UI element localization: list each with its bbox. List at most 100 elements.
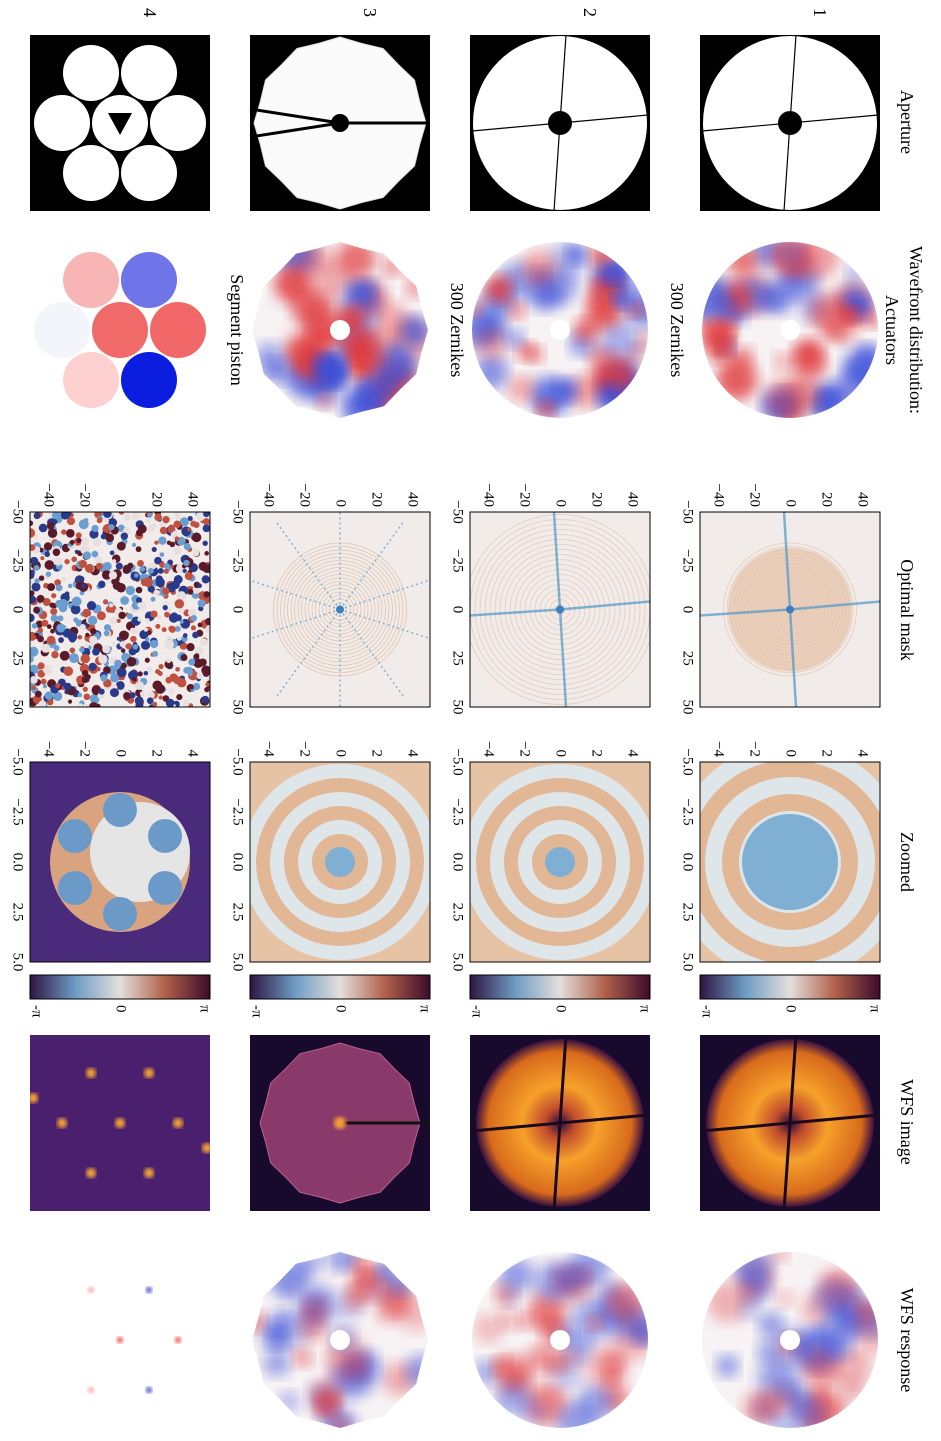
column-title: Wavefront distribution:: [906, 246, 926, 414]
mask-speckle: [84, 693, 91, 700]
wavefront-blob: [728, 246, 760, 278]
segment-piston: [92, 302, 148, 358]
colorbar-tick-label: 0: [783, 1005, 799, 1013]
y-tick-label: −2: [297, 741, 313, 757]
mask-speckle: [144, 628, 148, 632]
mask-speckle: [154, 513, 162, 521]
wfs-spot: [28, 1093, 38, 1103]
mask-speckle: [191, 615, 197, 621]
mask-speckle: [104, 624, 111, 631]
wavefront-blob: [597, 384, 626, 413]
mask-speckle: [175, 514, 180, 519]
mask-speckle: [39, 575, 44, 580]
wavefront-blob: [345, 329, 388, 372]
mask-speckle: [38, 628, 44, 634]
segment-piston: [150, 302, 206, 358]
mask-speckle: [82, 676, 89, 683]
wfs-spot: [86, 1068, 96, 1078]
mask-speckle: [29, 590, 35, 596]
wavefront-blob: [390, 1277, 409, 1296]
mask-speckle: [150, 640, 158, 648]
mask-speckle: [165, 677, 172, 684]
mask-speckle: [140, 566, 146, 572]
x-tick-label: 0.0: [680, 853, 696, 872]
mask-speckle: [102, 645, 110, 653]
mask-speckle: [166, 699, 175, 708]
colorbar-tick-label: π: [867, 1005, 883, 1013]
y-tick-label: 0: [553, 750, 569, 758]
mask-speckle: [155, 684, 165, 694]
x-tick-label: 0: [680, 606, 696, 614]
wavefront-map: [457, 240, 664, 420]
mask-speckle: [205, 682, 209, 686]
wavefront-blob: [498, 1310, 519, 1331]
figure: ApertureWavefront distribution:Optimal m…: [0, 0, 941, 1441]
wavefront-blob: [773, 1417, 795, 1439]
wavefront-blob: [502, 1290, 518, 1306]
mask-speckle: [55, 683, 60, 688]
mask-speckle: [198, 623, 203, 628]
mask-speckle: [96, 667, 100, 671]
mask-speckle: [30, 676, 38, 684]
wavefront-blob: [274, 265, 312, 303]
colorbar-tick-label: -π: [469, 1005, 485, 1018]
mask-speckle: [64, 683, 72, 691]
mask-speckle: [162, 587, 170, 595]
mask-speckle: [92, 648, 100, 656]
y-tick-label: 0: [553, 500, 569, 508]
mask-speckle: [44, 552, 50, 558]
mask-speckle: [166, 658, 171, 663]
mask-speckle: [185, 572, 193, 580]
mask-speckle: [79, 560, 87, 568]
wavefront-blob: [636, 331, 654, 349]
mask-speckle: [50, 608, 57, 615]
mask-speckle: [110, 674, 119, 683]
wavefront-blob: [716, 1355, 738, 1377]
mask-speckle: [38, 662, 45, 669]
wavefront-blob: [717, 300, 739, 322]
wavefront-blob: [600, 265, 620, 285]
wavefront-caption: 300 Zernikes: [667, 283, 687, 377]
y-tick-label: −20: [517, 484, 533, 507]
x-tick-label: −5.0: [10, 748, 26, 775]
mask-speckle: [177, 636, 182, 641]
wfs-spot: [202, 1143, 212, 1153]
mask-speckle: [192, 632, 199, 639]
mask-speckle: [97, 611, 106, 620]
x-tick-label: 50: [230, 700, 246, 715]
wavefront-blob: [517, 1313, 534, 1330]
mask-speckle: [120, 641, 126, 647]
wavefront-blob: [554, 1261, 587, 1294]
aperture-segment: [34, 95, 90, 151]
mask-speckle: [117, 619, 121, 623]
mask-speckle: [158, 664, 163, 669]
wavefront-blob: [492, 1356, 511, 1375]
mask-speckle: [47, 583, 55, 591]
wavefront-blob: [587, 1314, 603, 1330]
mask-speckle: [109, 603, 113, 607]
mask-speckle: [51, 614, 58, 621]
row-label: 1: [810, 8, 830, 17]
y-tick-label: 2: [369, 750, 385, 758]
wavefront-blob: [839, 1377, 864, 1402]
x-tick-label: 2.5: [680, 903, 696, 922]
mask-speckle: [145, 618, 150, 623]
colorbar: [470, 975, 650, 999]
mask-speckle: [155, 578, 164, 587]
wavefront-blob: [770, 1244, 788, 1262]
central-obstruction: [780, 1330, 800, 1350]
mask-speckle: [90, 628, 96, 634]
mask-speckle: [43, 684, 47, 688]
wfs-spot: [173, 1118, 183, 1128]
wavefront-blob: [826, 1332, 853, 1359]
mask-speckle: [68, 700, 72, 704]
x-tick-label: −2.5: [10, 798, 26, 825]
mask-speckle: [54, 557, 62, 565]
mask-speckle: [63, 666, 73, 676]
aperture-segment: [150, 95, 206, 151]
x-tick-label: 5.0: [230, 953, 246, 972]
colorbar-tick-label: 0: [333, 1005, 349, 1013]
mask-speckle: [64, 559, 69, 564]
mask-speckle: [177, 678, 186, 687]
mask-speckle: [133, 644, 138, 649]
